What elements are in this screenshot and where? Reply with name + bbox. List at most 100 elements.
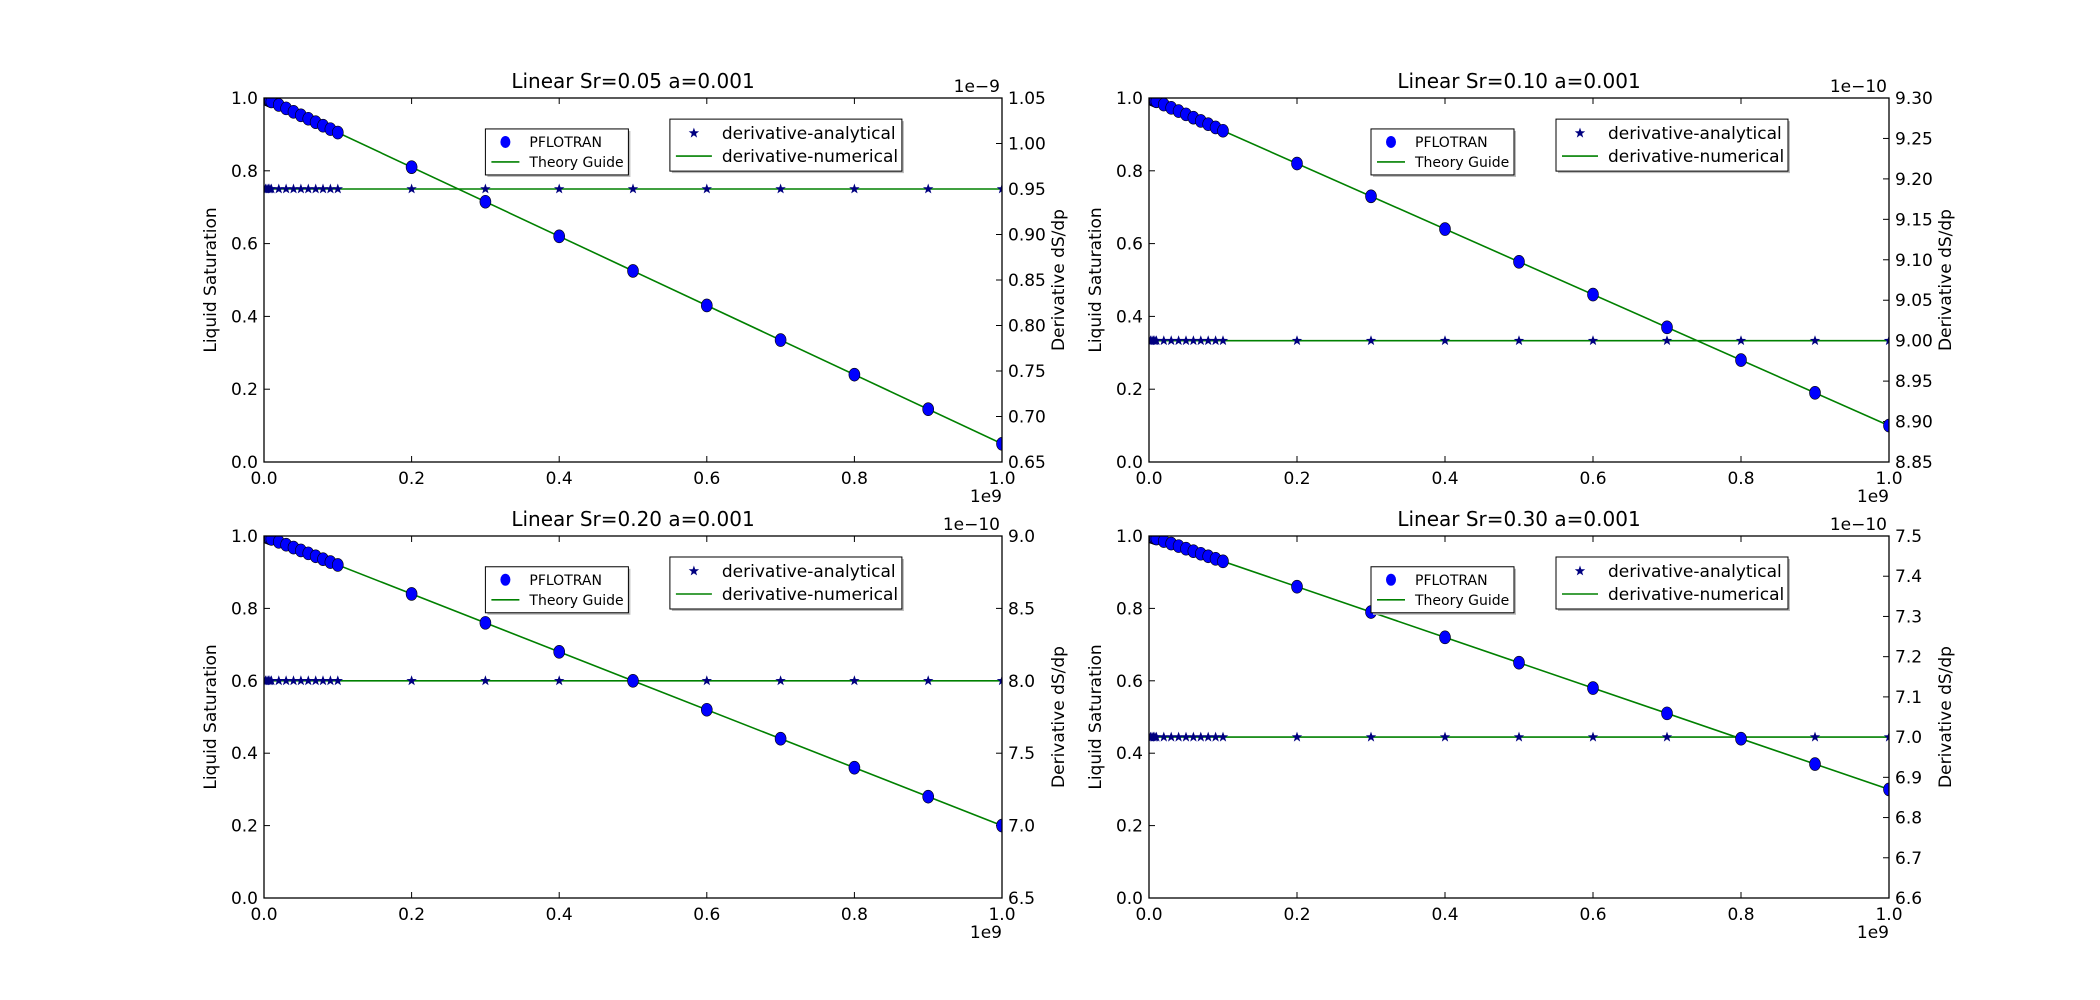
- chart-title: Linear Sr=0.20 a=0.001: [511, 507, 754, 531]
- legend-derivative: derivative-analytical derivative-numerica…: [669, 118, 904, 174]
- pflotran-point: [922, 789, 935, 804]
- plot-area: [1149, 98, 1889, 433]
- derivative-analytical-point: [1166, 335, 1177, 346]
- legend-pflotran-marker: [1386, 135, 1396, 148]
- y2-tick-label: 7.5: [1008, 744, 1035, 764]
- y2-tick-label: 6.9: [1895, 768, 1922, 788]
- derivative-analytical-point: [1513, 731, 1525, 742]
- plot-area: [1149, 536, 1889, 797]
- legend-pflotran-marker: [500, 135, 511, 148]
- pflotran-point: [627, 264, 639, 278]
- legend-pflotran-label: PFLOTRAN: [529, 135, 602, 151]
- x-tick-label: 0.2: [398, 905, 425, 925]
- legend-box: [1555, 556, 1789, 610]
- x-tick-label: 0.6: [1579, 905, 1606, 925]
- legend-pflotran-marker: [1386, 573, 1396, 586]
- legend-box: [484, 566, 629, 614]
- derivative-analytical-point: [554, 183, 565, 194]
- pflotran-point: [1661, 320, 1673, 335]
- legend-pflotran-label: PFLOTRAN: [1415, 573, 1488, 589]
- y-axis-label: Liquid Saturation: [201, 207, 221, 352]
- y-axis-label: Liquid Saturation: [1086, 644, 1106, 789]
- derivative-analytical-point: [273, 183, 284, 194]
- y-tick-label: 0.2: [231, 817, 258, 837]
- y2-tick-label: 9.0: [1008, 527, 1035, 547]
- pflotran-point: [1883, 418, 1889, 433]
- derivative-analytical-point: [480, 675, 491, 686]
- y2-tick-label: 7.0: [1008, 817, 1035, 837]
- pflotran-point: [774, 731, 787, 746]
- x-tick-label: 0.4: [546, 469, 573, 489]
- pflotran-point: [1217, 554, 1229, 569]
- y2-tick-label: 9.25: [1895, 129, 1933, 149]
- derivative-analytical-point: [332, 183, 343, 194]
- derivative-analytical-point: [406, 183, 417, 194]
- y2-axis-label: Derivative dS/dp: [1049, 209, 1069, 351]
- derivative-analytical-point: [1151, 335, 1162, 346]
- y2-tick-label: 0.85: [1008, 271, 1046, 291]
- derivative-analytical-point: [280, 183, 292, 194]
- derivative-analytical-point: [406, 675, 417, 686]
- subplot-1: Linear Sr=0.05 a=0.001 0.0 0.2 0.4 0.6 0.8 1.0…: [201, 69, 1069, 507]
- legend-numerical-label: derivative-numerical: [1608, 147, 1784, 167]
- y-tick-label: 0.2: [1116, 817, 1143, 837]
- derivative-analytical-point: [317, 675, 329, 686]
- derivative-analytical-point: [280, 675, 292, 686]
- plot-area: [264, 536, 1002, 833]
- axes-frame: [263, 97, 1003, 463]
- y2-tick-label: 7.4: [1895, 567, 1922, 587]
- derivative-analytical-point: [1291, 335, 1303, 346]
- legend-analytical-label: derivative-analytical: [722, 562, 896, 582]
- derivative-analytical-point: [1203, 335, 1214, 346]
- derivative-analytical-point: [288, 675, 299, 686]
- x-tick-label: 1.0: [1875, 469, 1902, 489]
- derivative-analytical-point: [923, 183, 934, 194]
- x-tick-label: 0.8: [841, 469, 868, 489]
- pflotran-point: [331, 125, 344, 140]
- pflotran-point: [627, 673, 639, 688]
- y-tick-label: 0.4: [1116, 307, 1143, 327]
- x-tick-label: 0.8: [1727, 905, 1754, 925]
- derivative-analytical-point: [1217, 335, 1229, 346]
- pflotran-point: [1439, 630, 1451, 645]
- y2-offset-label: 1e−10: [1830, 515, 1887, 535]
- x-tick-label: 0.4: [1431, 905, 1458, 925]
- derivative-analytical-point: [303, 183, 314, 194]
- derivative-analytical-point: [996, 183, 1002, 194]
- legend-saturation: PFLOTRAN Theory Guide: [1370, 566, 1516, 615]
- legend-numerical-label: derivative-numerical: [722, 585, 898, 605]
- derivative-analytical-point: [1217, 731, 1229, 742]
- y2-tick-label: 7.3: [1895, 607, 1922, 627]
- y-tick-label: 0.0: [231, 453, 258, 473]
- x-tick-label: 1.0: [988, 469, 1015, 489]
- derivative-analytical-point: [1587, 731, 1599, 742]
- x-tick-label: 0.2: [1283, 905, 1310, 925]
- y-tick-label: 0.6: [231, 235, 258, 255]
- legend-derivative: derivative-analytical derivative-numerica…: [1555, 556, 1790, 611]
- pflotran-point: [700, 702, 713, 717]
- derivative-analytical-point: [1180, 731, 1192, 742]
- derivative-analytical-point: [480, 183, 491, 194]
- pflotran-point: [848, 760, 861, 775]
- y-tick-label: 0.8: [1116, 162, 1143, 182]
- pflotran-point: [996, 437, 1002, 451]
- derivative-analytical-point: [303, 675, 314, 686]
- y2-axis-label: Derivative dS/dp: [1049, 646, 1069, 788]
- derivative-analytical-point: [317, 183, 329, 194]
- x-tick-label: 0.6: [693, 469, 720, 489]
- derivative-analytical-point: [1365, 335, 1377, 346]
- y2-tick-label: 8.85: [1895, 453, 1933, 473]
- x-tick-label: 0.2: [398, 469, 425, 489]
- y-axis-label: Liquid Saturation: [1086, 207, 1106, 352]
- y-tick-label: 1.0: [231, 89, 258, 109]
- pflotran-point: [479, 194, 492, 209]
- derivative-analytical-point: [1173, 335, 1184, 346]
- legend-numerical-label: derivative-numerical: [1608, 585, 1784, 605]
- y2-tick-label: 9.05: [1895, 291, 1933, 311]
- x-offset-label: 1e9: [970, 923, 1002, 943]
- y2-tick-label: 9.30: [1895, 89, 1933, 109]
- legend-box: [1555, 118, 1789, 172]
- legend-analytical-marker: [688, 565, 700, 576]
- derivative-analytical-point: [1195, 731, 1206, 742]
- y-tick-label: 1.0: [231, 527, 258, 547]
